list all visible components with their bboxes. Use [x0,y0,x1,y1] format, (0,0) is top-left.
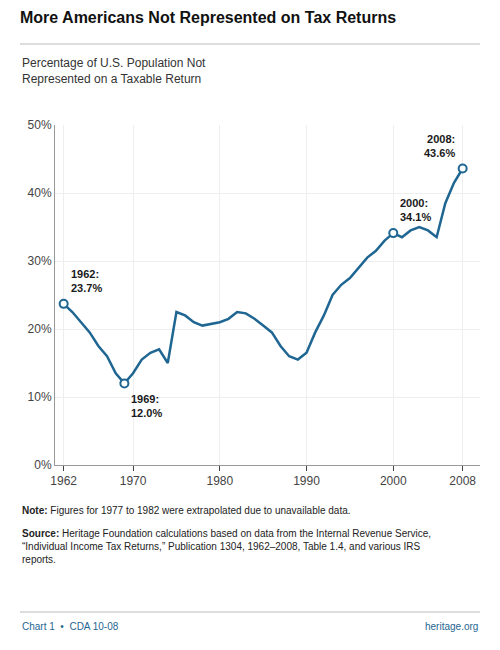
svg-text:More Americans Not Represented: More Americans Not Represented on Tax Re… [20,9,396,26]
svg-text:Note: Figures for 1977 to 1982: Note: Figures for 1977 to 1982 were extr… [22,505,351,516]
svg-text:2008: 2008 [449,474,476,488]
svg-text:2008:43.6%: 2008:43.6% [424,133,455,159]
svg-text:heritage.org: heritage.org [425,621,478,632]
svg-text:1980: 1980 [206,474,233,488]
svg-text:40%: 40% [28,186,52,200]
svg-text:1990: 1990 [293,474,320,488]
svg-text:1962: 1962 [50,474,77,488]
svg-text:1962:23.7%: 1962:23.7% [71,268,102,294]
svg-text:20%: 20% [28,322,52,336]
svg-text:1970: 1970 [120,474,147,488]
svg-text:30%: 30% [28,254,52,268]
svg-text:50%: 50% [28,118,52,132]
svg-text:Source: Heritage Foundation ca: Source: Heritage Foundation calculations… [22,528,431,565]
svg-text:10%: 10% [28,390,52,404]
svg-text:2000: 2000 [380,474,407,488]
svg-text:2000:34.1%: 2000:34.1% [400,197,431,223]
svg-text:Percentage of U.S. Population: Percentage of U.S. Population NotReprese… [22,56,206,86]
svg-text:0%: 0% [34,458,52,472]
svg-text:1969:12.0%: 1969:12.0% [131,393,162,419]
svg-text:Chart 1 • CDA 10-08: Chart 1 • CDA 10-08 [22,621,119,632]
